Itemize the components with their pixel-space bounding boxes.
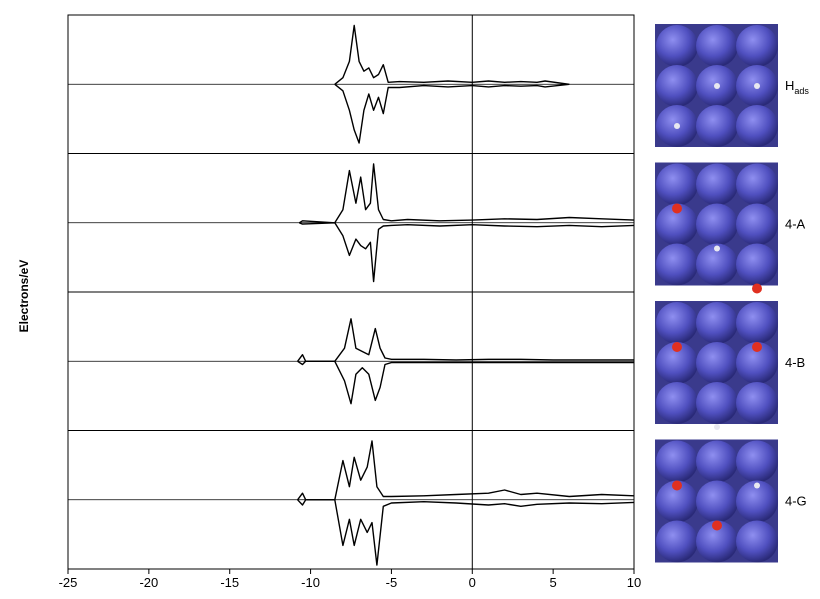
h-atom bbox=[674, 123, 680, 129]
h-atom bbox=[714, 83, 720, 89]
atom bbox=[696, 203, 738, 246]
atom bbox=[656, 302, 698, 344]
atom bbox=[696, 520, 738, 563]
panel-label: 4-G bbox=[785, 494, 807, 509]
atom bbox=[696, 480, 738, 523]
atom bbox=[736, 302, 778, 344]
dos-line bbox=[297, 360, 634, 405]
atom bbox=[696, 342, 738, 384]
x-tick-label: 5 bbox=[550, 575, 557, 590]
x-tick-label: -25 bbox=[59, 575, 78, 590]
x-tick-label: -15 bbox=[220, 575, 239, 590]
atom bbox=[696, 105, 738, 147]
atom bbox=[656, 163, 698, 206]
atom bbox=[656, 203, 698, 246]
o-atom bbox=[672, 480, 682, 491]
atom bbox=[736, 25, 778, 67]
atom bbox=[736, 342, 778, 384]
atom bbox=[656, 65, 698, 107]
atom bbox=[696, 382, 738, 424]
h-atom bbox=[754, 482, 760, 489]
atom bbox=[736, 203, 778, 246]
x-tick-label: -5 bbox=[386, 575, 398, 590]
atom bbox=[656, 382, 698, 424]
atom bbox=[696, 163, 738, 206]
o-atom bbox=[672, 342, 682, 352]
o-atom bbox=[672, 203, 682, 214]
panel-label: 4-A bbox=[785, 217, 806, 232]
label-text: 4-B bbox=[785, 355, 805, 370]
dos-line bbox=[298, 163, 635, 224]
atom bbox=[736, 520, 778, 563]
atom bbox=[656, 25, 698, 67]
x-tick-label: -10 bbox=[301, 575, 320, 590]
structure-image bbox=[655, 162, 778, 294]
dos-line bbox=[297, 499, 635, 566]
atom bbox=[696, 440, 738, 483]
atom bbox=[656, 440, 698, 483]
atom bbox=[736, 480, 778, 523]
structure-image bbox=[655, 24, 778, 147]
structure-image bbox=[655, 301, 778, 430]
label-text: 4-G bbox=[785, 494, 807, 509]
atom bbox=[696, 243, 738, 286]
x-tick-label: -20 bbox=[139, 575, 158, 590]
atom bbox=[696, 302, 738, 344]
h-atom bbox=[714, 424, 720, 430]
label-text: 4-A bbox=[785, 217, 806, 232]
atom bbox=[656, 480, 698, 523]
structure-image bbox=[655, 439, 778, 563]
x-tick-label: 10 bbox=[627, 575, 641, 590]
atom bbox=[736, 440, 778, 483]
h-atom bbox=[712, 520, 722, 531]
atom bbox=[736, 243, 778, 286]
atom bbox=[736, 382, 778, 424]
atom bbox=[736, 105, 778, 147]
label-subscript: ads bbox=[794, 86, 809, 96]
y-axis-label: Electrons/eV bbox=[17, 260, 31, 333]
dos-line bbox=[297, 440, 635, 501]
h-atom bbox=[752, 283, 762, 294]
x-tick-label: 0 bbox=[469, 575, 476, 590]
panel-label: 4-B bbox=[785, 355, 805, 370]
label-text: H bbox=[785, 78, 794, 93]
dos-line bbox=[334, 83, 570, 144]
h-atom bbox=[714, 245, 720, 252]
panel-label: Hads bbox=[785, 78, 809, 96]
atom bbox=[656, 520, 698, 563]
atom bbox=[736, 163, 778, 206]
dos-line bbox=[334, 24, 570, 85]
dos-line bbox=[299, 222, 635, 283]
atom bbox=[656, 342, 698, 384]
atom bbox=[656, 243, 698, 286]
dos-line bbox=[297, 318, 634, 362]
h-atom bbox=[752, 342, 762, 352]
h-atom bbox=[754, 83, 760, 89]
atom bbox=[696, 25, 738, 67]
